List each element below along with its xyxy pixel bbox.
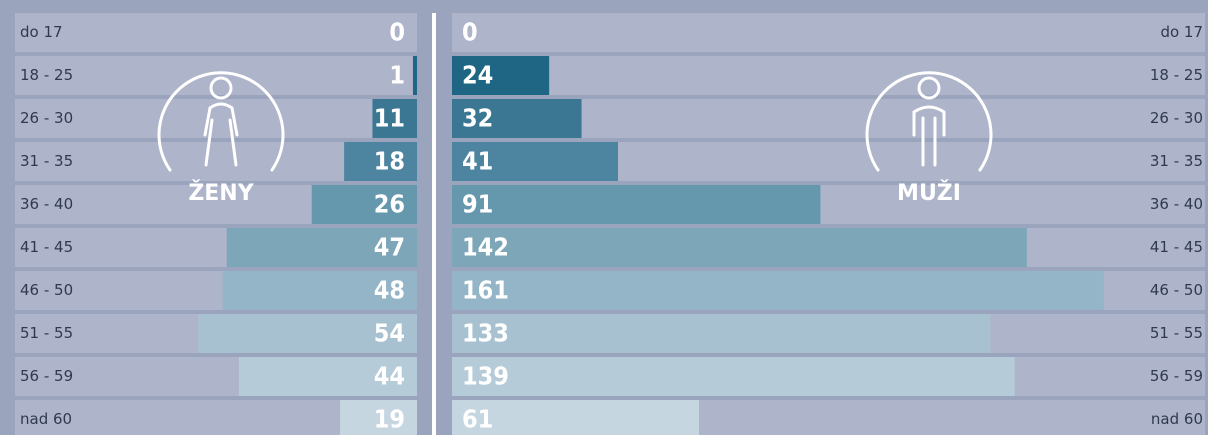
category-label: 41 - 45 <box>20 238 73 256</box>
value-label: 24 <box>462 61 493 90</box>
women-icon <box>157 71 285 172</box>
value-label: 1 <box>389 61 405 90</box>
value-label: 19 <box>374 405 405 434</box>
bar-men <box>452 99 582 138</box>
category-label: do 17 <box>1160 23 1203 41</box>
bar-women <box>226 228 417 267</box>
category-label: 18 - 25 <box>1150 66 1203 84</box>
value-label: 161 <box>462 276 509 305</box>
value-label: 26 <box>374 190 405 219</box>
bar-men <box>452 228 1027 267</box>
category-label: 26 - 30 <box>1150 109 1203 127</box>
category-label: 56 - 59 <box>20 367 73 385</box>
row-band <box>452 13 1205 52</box>
value-label: 47 <box>374 233 405 262</box>
category-label: 26 - 30 <box>20 109 73 127</box>
category-label: 46 - 50 <box>20 281 73 299</box>
category-label: 18 - 25 <box>20 66 73 84</box>
value-label: 0 <box>462 18 478 47</box>
category-label: 31 - 35 <box>1150 152 1203 170</box>
bar-women <box>238 357 417 396</box>
row-band <box>452 56 1205 95</box>
value-label: 44 <box>374 362 405 391</box>
bar-men <box>452 56 550 95</box>
category-label: 51 - 55 <box>20 324 73 342</box>
bar-men <box>452 357 1015 396</box>
category-label: 51 - 55 <box>1150 324 1203 342</box>
value-label: 0 <box>389 18 405 47</box>
category-label: nad 60 <box>1151 410 1203 428</box>
bar-men <box>452 314 991 353</box>
value-label: 11 <box>374 104 405 133</box>
category-label: 41 - 45 <box>1150 238 1203 256</box>
value-label: 32 <box>462 104 493 133</box>
bar-men <box>452 400 699 435</box>
category-label: nad 60 <box>20 410 72 428</box>
bar-men <box>452 271 1104 310</box>
bar-women <box>222 271 417 310</box>
bar-women <box>412 56 417 95</box>
legend-women: ŽENY <box>188 180 254 206</box>
men-icon <box>865 71 993 172</box>
category-label: 46 - 50 <box>1150 281 1203 299</box>
category-label: do 17 <box>20 23 63 41</box>
bar-women <box>198 314 417 353</box>
bar-men <box>452 142 618 181</box>
bar-women <box>311 185 417 224</box>
bar-women <box>344 142 417 181</box>
value-label: 41 <box>462 147 493 176</box>
value-label: 91 <box>462 190 493 219</box>
category-label: 31 - 35 <box>20 152 73 170</box>
value-label: 133 <box>462 319 509 348</box>
category-label: 56 - 59 <box>1150 367 1203 385</box>
bar-women <box>372 99 417 138</box>
bar-women <box>340 400 417 435</box>
category-label: 36 - 40 <box>20 195 73 213</box>
value-label: 61 <box>462 405 493 434</box>
category-label: 36 - 40 <box>1150 195 1203 213</box>
row-band <box>15 56 417 95</box>
value-label: 48 <box>374 276 405 305</box>
value-label: 139 <box>462 362 509 391</box>
bar-men <box>452 185 821 224</box>
legend-men: MUŽI <box>897 180 961 206</box>
value-label: 54 <box>374 319 405 348</box>
value-label: 18 <box>374 147 405 176</box>
value-label: 142 <box>462 233 509 262</box>
row-band <box>15 13 417 52</box>
